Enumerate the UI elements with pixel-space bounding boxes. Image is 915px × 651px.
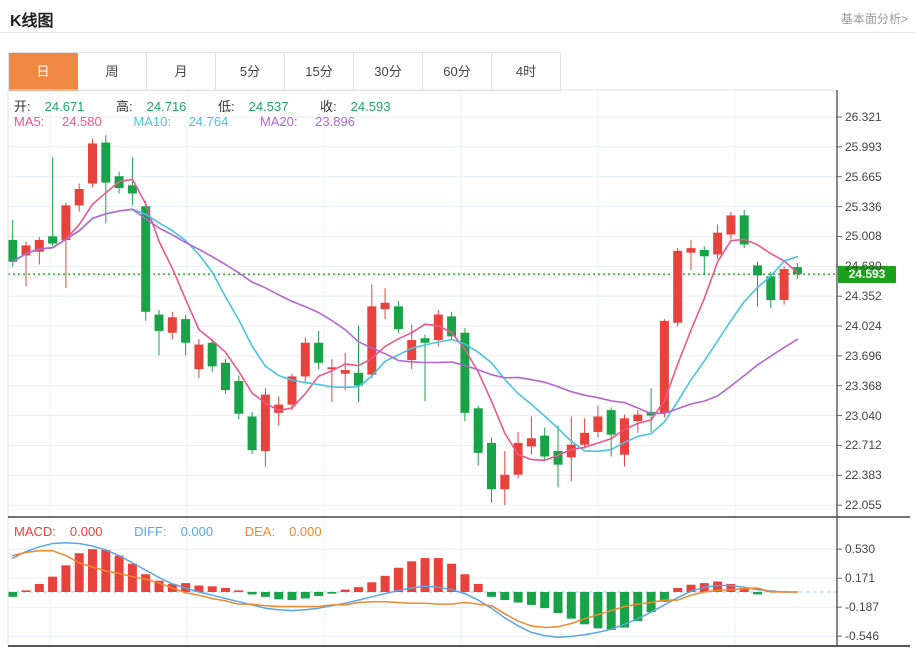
axis-tick-label: 24.680 <box>845 259 882 274</box>
axis-tick-label: 0.171 <box>845 571 876 586</box>
dea-value: 0.000 <box>289 524 322 539</box>
interval-tab-bar: 日周月 5分 15分 30分 60分 4时 <box>8 52 561 91</box>
fundamental-analysis-link[interactable]: 基本面分析> <box>840 12 908 26</box>
ma10-value: 24.764 <box>188 114 229 129</box>
high-value: 24.716 <box>146 99 187 114</box>
open-value: 24.671 <box>44 99 85 114</box>
axis-tick-label: -0.546 <box>845 629 880 644</box>
macd-value: 0.000 <box>69 524 103 539</box>
ma5-label: MA5: <box>14 114 45 129</box>
diff-value: 0.000 <box>180 524 214 539</box>
high-label: 高: <box>116 99 133 114</box>
macd-label: MACD: <box>14 524 56 539</box>
tab-30分[interactable]: 30分 <box>354 53 423 91</box>
ma10-label: MA10: <box>133 114 171 129</box>
tab-日[interactable]: 日 <box>9 53 78 91</box>
ohlc-legend: 开: 24.671 高: 24.716 低: 24.537 收: 24.593 <box>14 96 418 115</box>
tab-周[interactable]: 周 <box>78 53 147 91</box>
current-price-badge: 24.593 <box>838 265 896 283</box>
axis-tick-label: 23.040 <box>845 408 882 423</box>
axis-tick-label: 25.008 <box>845 229 882 244</box>
axis-tick-label: 22.383 <box>845 468 882 483</box>
header-divider <box>0 32 915 33</box>
tab-4时[interactable]: 4时 <box>492 53 561 91</box>
axis-tick-label: 23.696 <box>845 348 882 363</box>
low-value: 24.537 <box>248 99 289 114</box>
axis-tick-label: 23.368 <box>845 378 882 393</box>
axis-tick-label: 25.993 <box>845 139 882 154</box>
ma20-value: 23.896 <box>315 114 355 129</box>
close-label: 收: <box>320 99 337 114</box>
ma5-value: 24.580 <box>61 114 102 129</box>
tab-60分[interactable]: 60分 <box>423 53 492 91</box>
dea-label: DEA: <box>244 524 276 539</box>
axis-tick-label: 24.352 <box>845 289 882 304</box>
axis-tick-label: 22.055 <box>845 498 882 513</box>
axis-tick-label: 25.665 <box>845 169 882 184</box>
axis-tick-label: 26.321 <box>845 110 882 124</box>
axis-tick-label: 24.024 <box>845 319 882 333</box>
tab-5分[interactable]: 5分 <box>216 53 285 91</box>
tab-15分[interactable]: 15分 <box>285 53 354 91</box>
axis-tick-label: 25.336 <box>845 199 882 214</box>
close-value: 24.593 <box>350 99 391 114</box>
low-label: 低: <box>218 99 235 114</box>
axis-tick-label: -0.187 <box>845 600 880 615</box>
tab-月[interactable]: 月 <box>147 53 216 91</box>
axis-tick-label: 0.530 <box>845 542 876 557</box>
page-title: K线图 <box>10 13 54 30</box>
macd-legend: MACD: 0.000 DIFF: 0.000 DEA: 0.000 <box>14 524 350 539</box>
axis-tick-label: 22.712 <box>845 438 882 453</box>
diff-label: DIFF: <box>134 524 167 539</box>
ma-legend: MA5: 24.580 MA10: 24.764 MA20: 23.896 <box>14 114 383 129</box>
ma20-label: MA20: <box>259 114 298 129</box>
open-label: 开: <box>14 99 31 114</box>
